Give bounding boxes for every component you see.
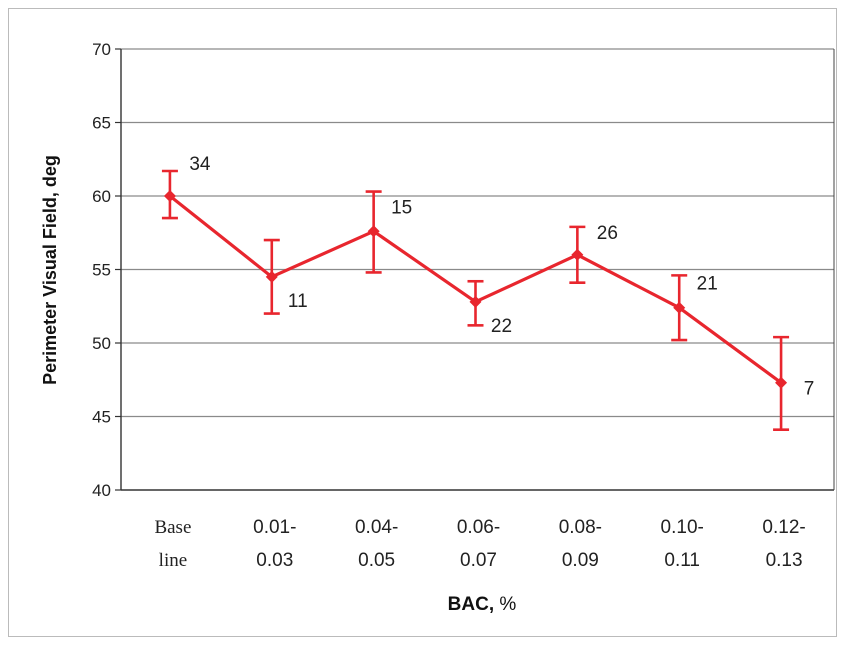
y-tick-label: 55	[92, 261, 111, 280]
y-tick-label: 60	[92, 187, 111, 206]
data-label: 15	[391, 197, 412, 218]
data-label: 34	[189, 154, 211, 175]
chart-outer-border	[8, 8, 837, 637]
data-label: 26	[597, 223, 618, 244]
data-point	[367, 225, 380, 238]
x-tick-label: 0.06-	[457, 517, 500, 538]
x-tick-label: 0.12-	[762, 517, 805, 538]
series-line	[161, 169, 790, 432]
y-axis-label: Perimeter Visual Field, deg	[40, 155, 60, 385]
x-axis-label-unit: %	[494, 594, 516, 615]
x-tick-label: 0.09	[562, 550, 599, 571]
data-point	[163, 190, 176, 202]
data-label: 22	[491, 316, 512, 337]
data-point	[265, 270, 278, 283]
data-point	[775, 376, 788, 389]
gridlines	[121, 48, 834, 418]
x-tick-label: 0.01-	[253, 517, 296, 538]
data-labels: 34 11 15 22 26 21 7	[189, 154, 814, 400]
data-label: 7	[804, 379, 815, 400]
x-tick-label: 0.08-	[559, 517, 602, 538]
y-tick-label: 70	[92, 40, 111, 59]
x-tick-label: 0.11	[664, 550, 700, 571]
x-tick-label: 0.07	[460, 550, 497, 571]
x-tick-label: Base	[154, 517, 191, 538]
axes	[115, 48, 835, 491]
x-tick-label: line	[159, 550, 188, 571]
y-tick-labels: 40 45 50 55 60 65 70	[92, 40, 111, 500]
data-label: 21	[697, 274, 718, 295]
data-point	[673, 301, 686, 314]
x-tick-label: 0.13	[766, 550, 803, 571]
x-axis-label: BAC, %	[448, 594, 517, 615]
x-axis-label-main: BAC,	[448, 594, 494, 615]
y-tick-label: 50	[92, 334, 111, 353]
x-tick-label: 0.10-	[661, 517, 704, 538]
y-tick-label: 65	[92, 114, 111, 133]
data-point	[571, 248, 584, 261]
y-tick-label: 40	[92, 481, 111, 500]
data-label: 11	[288, 291, 308, 312]
x-tick-labels: Base line 0.01- 0.03 0.04- 0.05 0.06- 0.07 0.08-…	[154, 517, 805, 571]
x-tick-label: 0.03	[256, 550, 293, 571]
x-tick-label: 0.05	[358, 550, 395, 571]
x-tick-label: 0.04-	[355, 517, 398, 538]
data-point	[469, 295, 482, 308]
y-tick-label: 45	[92, 408, 111, 427]
